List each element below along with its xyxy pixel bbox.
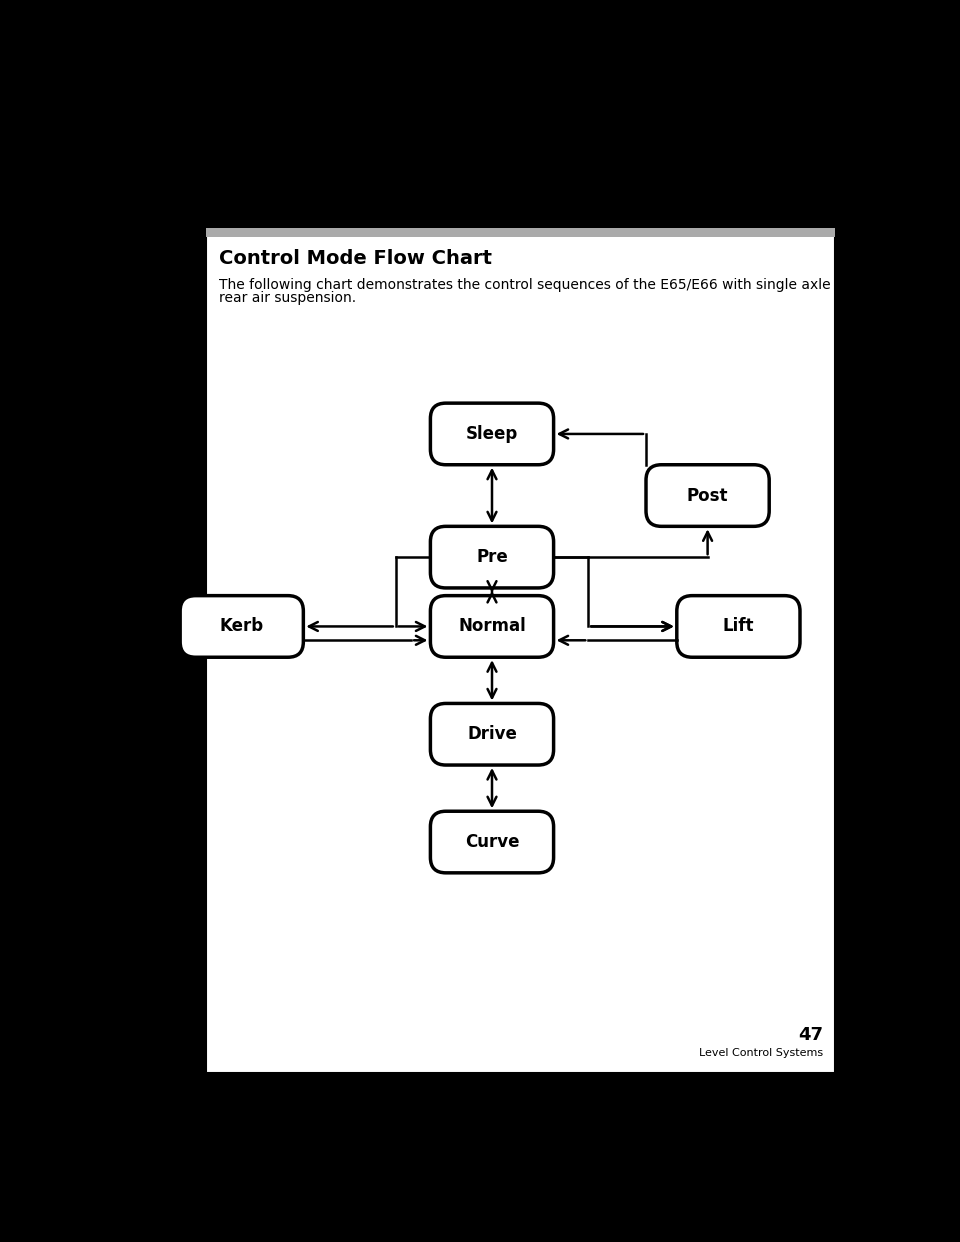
FancyBboxPatch shape — [205, 227, 834, 237]
FancyBboxPatch shape — [430, 527, 554, 587]
FancyBboxPatch shape — [123, 149, 861, 173]
Text: Lift: Lift — [723, 617, 755, 636]
Text: Drive: Drive — [468, 725, 516, 743]
Text: Normal: Normal — [458, 617, 526, 636]
Text: Kerb: Kerb — [220, 617, 264, 636]
Text: Sleep: Sleep — [466, 425, 518, 443]
FancyBboxPatch shape — [646, 465, 769, 527]
FancyBboxPatch shape — [180, 596, 303, 657]
Text: 47: 47 — [798, 1026, 823, 1043]
Text: rear air suspension.: rear air suspension. — [220, 292, 356, 306]
Text: Pre: Pre — [476, 548, 508, 566]
Text: Post: Post — [686, 487, 729, 504]
FancyBboxPatch shape — [123, 149, 205, 1105]
Text: The following chart demonstrates the control sequences of the E65/E66 with singl: The following chart demonstrates the con… — [220, 278, 831, 292]
FancyBboxPatch shape — [430, 703, 554, 765]
FancyBboxPatch shape — [430, 811, 554, 873]
Text: Curve: Curve — [465, 833, 519, 851]
Text: Control Mode Flow Chart: Control Mode Flow Chart — [220, 250, 492, 268]
FancyBboxPatch shape — [430, 404, 554, 465]
FancyBboxPatch shape — [205, 173, 834, 1073]
FancyBboxPatch shape — [123, 1073, 861, 1105]
FancyBboxPatch shape — [834, 149, 861, 1105]
FancyBboxPatch shape — [205, 173, 834, 227]
FancyBboxPatch shape — [677, 596, 800, 657]
FancyBboxPatch shape — [430, 596, 554, 657]
Text: Level Control Systems: Level Control Systems — [699, 1048, 823, 1058]
